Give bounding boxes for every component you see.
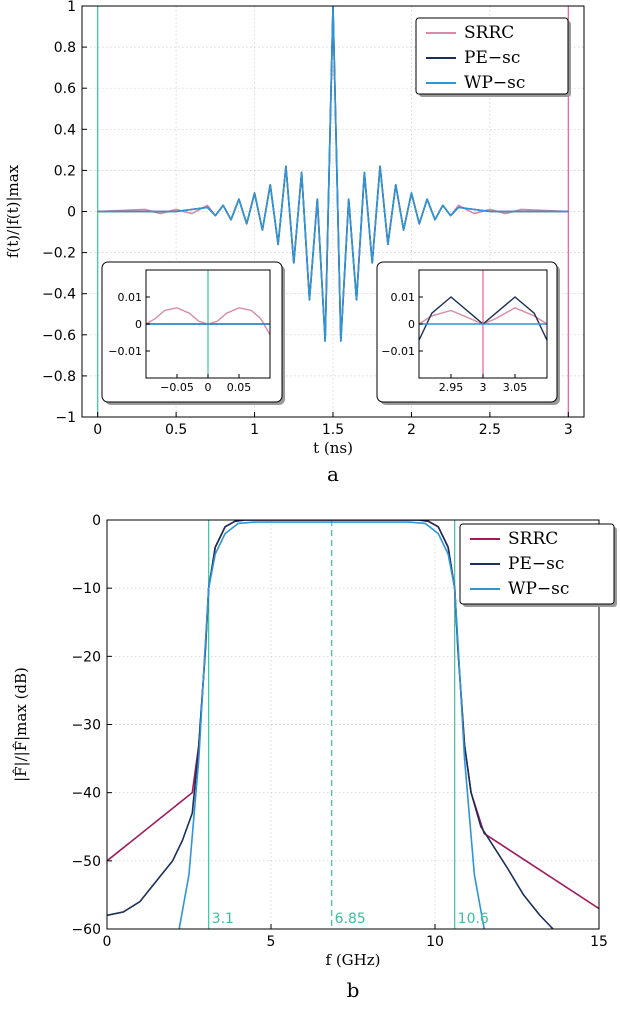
legend-entry: SRRC [464,23,514,43]
x-tick-label: 15 [590,934,608,950]
panel-letter: b [347,978,360,1002]
y-tick-label: 0.8 [54,40,76,56]
x-axis-label: t (ns) [313,439,353,457]
x-tick-label: 0 [103,934,112,950]
y-tick-label: −0.8 [42,369,76,385]
legend-entry: PE−sc [464,48,520,68]
inset-x-tick-label: −0.05 [160,381,194,394]
legend-entry: SRRC [508,529,558,549]
inset-y-tick-label: 0 [135,318,142,331]
inset-y-tick-label: −0.01 [381,345,415,358]
series-line [178,521,485,929]
plot-area [107,520,599,929]
y-tick-label: 0 [67,205,76,221]
inset-y-tick-label: 0.01 [391,291,416,304]
x-tick-label: 3 [564,422,573,438]
x-tick-label: 5 [267,934,276,950]
y-tick-label: 0.4 [54,122,76,138]
legend-entry: WP−sc [464,73,525,93]
y-tick-label: 0 [92,513,101,529]
legend-box [415,17,569,95]
y-tick-label: −50 [71,854,101,870]
y-tick-label: −10 [71,581,101,597]
inset-y-tick-label: 0 [408,318,415,331]
x-tick-label: 1 [250,422,259,438]
inset-x-tick-label: 0.05 [227,381,252,394]
y-tick-label: −60 [71,922,101,938]
inset-y-tick-label: 0.01 [118,291,143,304]
x-tick-label: 1.5 [322,422,344,438]
legend-entry: PE−sc [508,554,564,574]
inset-x-tick-label: 2.95 [439,381,464,394]
panel-a: 0 0.5 1 1.5 2 2.5 3 −1 −0.8 −0.6 −0.4 −0.2 0 0.2 0.4 0.… [4,0,585,486]
marker-label: 6.85 [335,911,366,927]
series-line [97,6,569,342]
inset-y-tick-label: −0.01 [108,345,142,358]
inset-plot-area [419,270,547,378]
y-axis-label: |F̂|/|F̂|max (dB) [12,667,30,782]
y-tick-label: −40 [71,786,101,802]
y-tick-label: −1 [55,410,76,426]
inset-x-tick-label: 0 [205,381,212,394]
y-axis-label: f(t)/|f(t)|max [4,164,22,258]
inset-box [376,261,558,403]
x-tick-label: 0.5 [165,422,187,438]
x-axis-label: f (GHz) [326,951,381,969]
y-tick-label: −30 [71,718,101,734]
y-tick-label: −0.2 [42,246,76,262]
inset-plot-area [146,270,270,378]
y-tick-label: 0.2 [54,163,76,179]
inset-x-tick-label: 3 [480,381,487,394]
series-line [107,520,554,929]
marker-label: 3.1 [212,911,234,927]
y-tick-label: 0.6 [54,81,76,97]
legend-box [459,523,615,605]
panel-b: 3.1 6.85 10.6 0 5 10 15 0 −10 −20 −30 −40 −50 −60 f (G… [12,513,617,1002]
marker-label: 10.6 [458,911,489,927]
x-tick-label: 2 [407,422,416,438]
x-tick-label: 2.5 [479,422,501,438]
legend-entry: WP−sc [508,579,569,599]
y-tick-label: −20 [71,649,101,665]
plot-area [97,6,569,417]
x-tick-label: 10 [426,934,444,950]
x-tick-label: 0 [93,422,102,438]
y-tick-label: 1 [67,0,76,15]
y-tick-label: −0.6 [42,328,76,344]
inset-x-tick-label: 3.05 [503,381,528,394]
y-tick-label: −0.4 [42,287,76,303]
panel-letter: a [327,462,339,486]
